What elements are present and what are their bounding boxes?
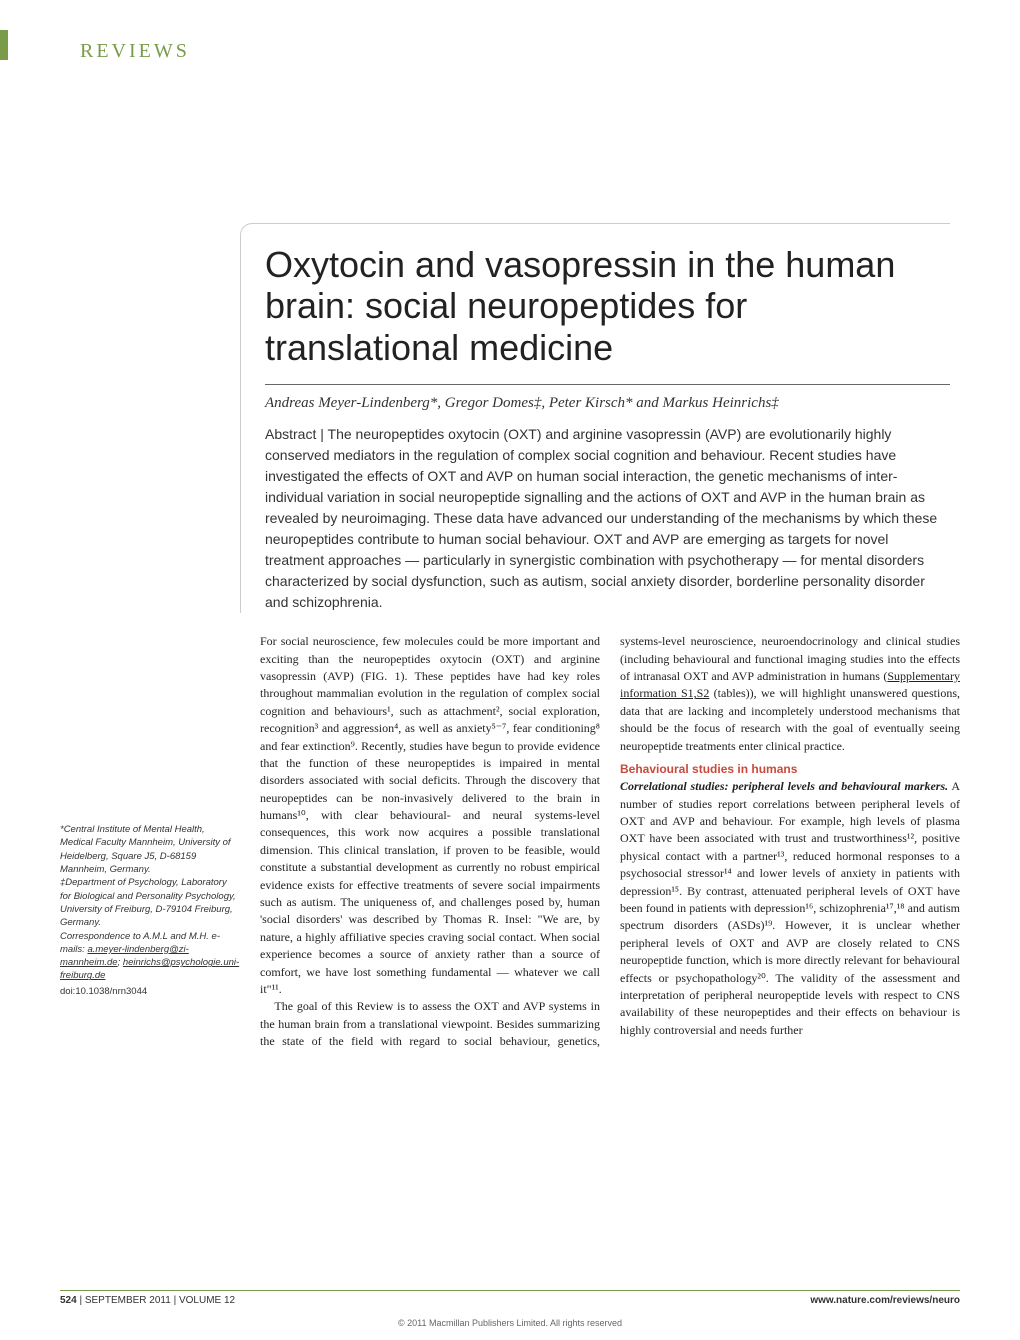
title-rule <box>265 384 950 385</box>
abstract-label: Abstract | <box>265 426 328 442</box>
abstract-text: The neuropeptides oxytocin (OXT) and arg… <box>265 426 937 610</box>
body-region: *Central Institute of Mental Health, Med… <box>60 633 960 1050</box>
section-heading-behavioural: Behavioural studies in humans <box>620 761 960 778</box>
authors-line: Andreas Meyer-Lindenberg*, Gregor Domes‡… <box>265 395 950 412</box>
page-footer: 524 | SEPTEMBER 2011 | VOLUME 12 www.nat… <box>60 1290 960 1306</box>
affiliation-1: *Central Institute of Mental Health, Med… <box>60 823 240 876</box>
footer-rule <box>60 1290 960 1291</box>
footer-left: 524 | SEPTEMBER 2011 | VOLUME 12 <box>60 1295 235 1306</box>
footer-url: www.nature.com/reviews/neuro <box>810 1295 960 1306</box>
issue-info: SEPTEMBER 2011 | VOLUME 12 <box>85 1295 235 1306</box>
body-paragraph-1: For social neuroscience, few molecules c… <box>260 633 600 998</box>
article-title: Oxytocin and vasopressin in the human br… <box>265 244 950 368</box>
p3-body: A number of studies report correlations … <box>620 779 960 1036</box>
p3-lead-in: Correlational studies: peripheral levels… <box>620 779 948 793</box>
body-paragraph-3: Correlational studies: peripheral levels… <box>620 778 960 1039</box>
accent-side-bar <box>0 30 8 60</box>
abstract: Abstract | The neuropeptides oxytocin (O… <box>265 424 950 613</box>
article-box: Oxytocin and vasopressin in the human br… <box>240 223 950 613</box>
section-label: REVIEWS <box>60 40 960 63</box>
doi: doi:10.1038/nrn3044 <box>60 985 240 998</box>
copyright-line: © 2011 Macmillan Publishers Limited. All… <box>0 1318 1020 1328</box>
affiliation-2: ‡Department of Psychology, Laboratory fo… <box>60 876 240 929</box>
affiliations-column: *Central Institute of Mental Health, Med… <box>60 633 240 1050</box>
page-number: 524 <box>60 1295 77 1306</box>
body-text-columns: For social neuroscience, few molecules c… <box>260 633 960 1050</box>
